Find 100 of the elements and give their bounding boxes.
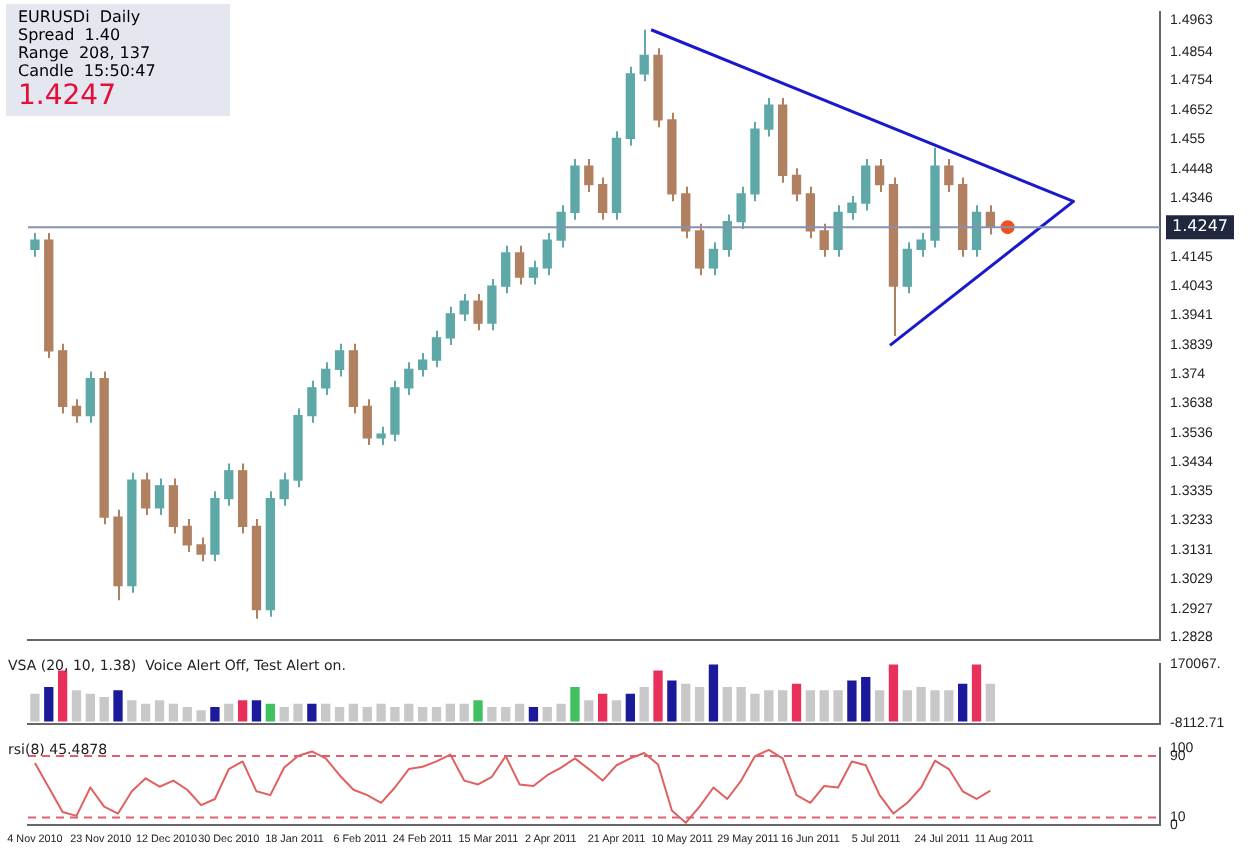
candlestick: [445, 305, 455, 347]
candlestick: [307, 379, 317, 424]
bar: [141, 703, 151, 722]
candlestick: [874, 157, 885, 193]
bar: [182, 706, 192, 722]
candlestick: [570, 157, 580, 221]
bar: [127, 700, 137, 722]
candlestick: [681, 185, 691, 240]
bar: [819, 690, 829, 722]
bar: [694, 687, 705, 722]
bar: [722, 687, 732, 722]
bar: [501, 706, 511, 722]
bar: [99, 696, 109, 722]
candlestick: [971, 204, 982, 258]
bar: [833, 690, 843, 722]
chart-title: EURUSDi Daily: [18, 8, 143, 26]
bar: [168, 703, 179, 722]
candlestick: [501, 244, 511, 295]
candlestick: [168, 477, 179, 535]
bar: [528, 706, 539, 722]
bar: [85, 693, 95, 722]
candlestick: [71, 398, 82, 424]
candlestick: [805, 185, 816, 240]
candlestick: [694, 222, 705, 277]
candlestick: [861, 157, 871, 212]
candlestick: [916, 231, 926, 258]
bar: [805, 690, 816, 722]
candlestick: [362, 398, 372, 447]
candlestick: [459, 292, 469, 323]
candlestick: [334, 342, 345, 378]
bar: [778, 690, 788, 722]
bar: [930, 690, 940, 722]
bar: [708, 664, 719, 722]
annotation: Range 208, 137: [18, 44, 153, 62]
bar: [71, 690, 82, 722]
candlestick: [791, 167, 802, 203]
bar: [390, 706, 400, 722]
bar: [30, 693, 40, 722]
candlestick: [473, 292, 483, 332]
bar: [514, 703, 525, 722]
bar: [44, 687, 54, 722]
bar: [764, 690, 774, 722]
bar: [404, 703, 414, 722]
bar: [307, 703, 317, 722]
candlestick: [847, 194, 857, 221]
bar: [265, 703, 275, 722]
candlestick: [902, 241, 912, 295]
candlestick: [141, 471, 151, 517]
candlestick: [487, 277, 497, 332]
bar: [473, 700, 483, 722]
bar: [459, 703, 469, 722]
bar: [861, 677, 871, 722]
candlestick: [597, 176, 608, 221]
candlestick: [514, 244, 525, 286]
ref-line-label: 1.4247: [1172, 217, 1228, 236]
bar: [348, 703, 359, 722]
bar: [362, 706, 372, 722]
candlestick: [528, 259, 539, 286]
candlestick: [321, 361, 331, 397]
bar: [916, 687, 926, 722]
bar: [224, 703, 234, 722]
bar: [251, 700, 262, 722]
candlestick: [85, 370, 95, 424]
bar: [958, 683, 968, 722]
candlestick: [722, 213, 732, 258]
bar: [321, 703, 331, 722]
annotation: Candle 15:50:47: [18, 62, 158, 80]
bar: [667, 680, 677, 722]
candlestick: [819, 222, 829, 258]
bar: [542, 706, 552, 722]
bar: [985, 683, 996, 722]
bar: [376, 703, 386, 722]
candlestick: [708, 241, 719, 277]
bar: [237, 700, 248, 722]
candlestick: [224, 462, 234, 507]
candlestick: [556, 204, 566, 249]
bar: [791, 683, 802, 722]
candlestick: [279, 471, 289, 507]
candlestick: [584, 157, 594, 193]
bar: [597, 693, 608, 722]
candlestick: [431, 329, 442, 369]
candlestick: [542, 231, 552, 277]
candlestick: [417, 351, 428, 378]
candlestick: [30, 231, 40, 258]
bar: [847, 680, 857, 722]
bar: [639, 687, 649, 722]
bar: [681, 683, 691, 722]
candlestick: [182, 518, 192, 554]
bar: [431, 706, 442, 722]
bar: [210, 706, 220, 722]
bar: [556, 703, 566, 722]
bar: [944, 690, 954, 722]
candlestick: [390, 379, 400, 443]
bar: [113, 690, 123, 722]
bar: [625, 693, 636, 722]
bar: [570, 687, 580, 722]
bar: [57, 670, 68, 722]
candlestick: [376, 425, 386, 447]
bar: [279, 706, 289, 722]
bar: [154, 700, 165, 722]
